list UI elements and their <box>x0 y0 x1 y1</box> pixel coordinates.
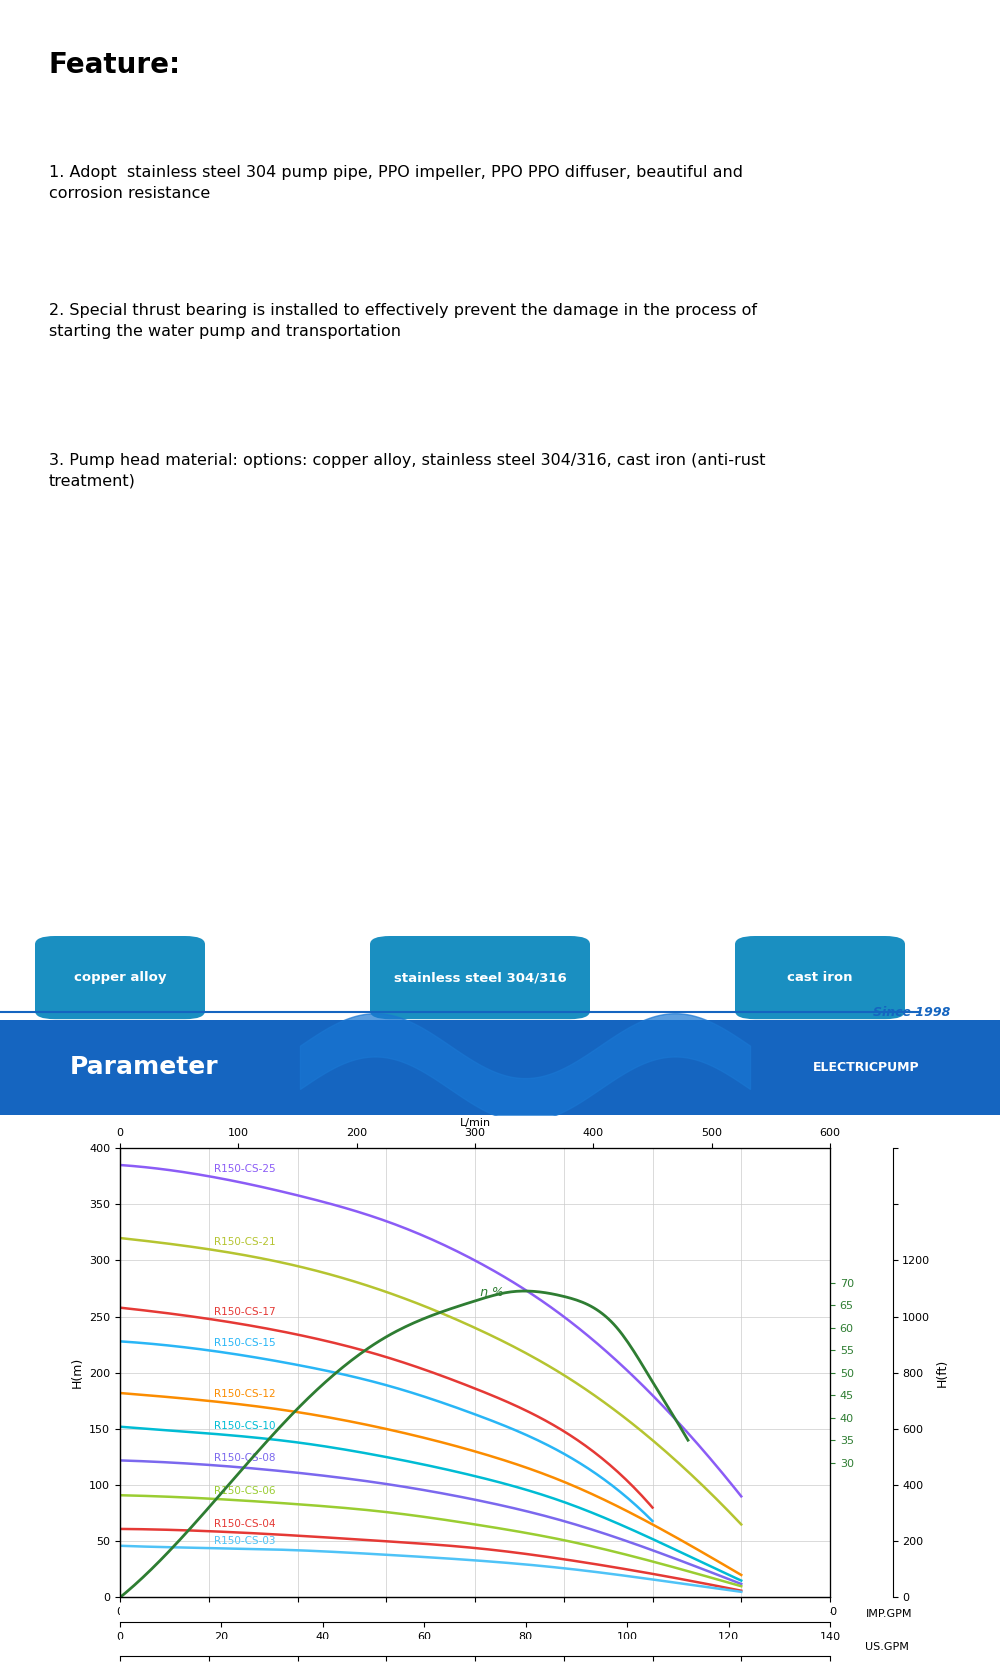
Text: R150-CS-04: R150-CS-04 <box>214 1519 276 1529</box>
Text: η %: η % <box>480 1286 504 1300</box>
Text: R150-CS-10: R150-CS-10 <box>214 1421 276 1431</box>
Text: cast iron: cast iron <box>787 972 853 983</box>
X-axis label: L/min: L/min <box>459 1118 491 1128</box>
Text: R150-CS-15: R150-CS-15 <box>214 1338 276 1348</box>
Text: Q(m³/h): Q(m³/h) <box>786 1644 830 1654</box>
FancyBboxPatch shape <box>35 935 205 1018</box>
Text: 1. Adopt  stainless steel 304 pump pipe, PPO impeller, PPO PPO diffuser, beautif: 1. Adopt stainless steel 304 pump pipe, … <box>49 165 743 201</box>
Text: copper alloy: copper alloy <box>74 972 166 983</box>
FancyBboxPatch shape <box>370 935 590 1018</box>
Text: US.GPM: US.GPM <box>866 1642 909 1652</box>
Text: stainless steel 304/316: stainless steel 304/316 <box>394 972 566 983</box>
Text: Since 1998: Since 1998 <box>873 1005 950 1018</box>
Text: 3. Pump head material: options: copper alloy, stainless steel 304/316, cast iron: 3. Pump head material: options: copper a… <box>49 453 765 489</box>
Text: R150-CS-06: R150-CS-06 <box>214 1486 276 1496</box>
Text: R150-CS-17: R150-CS-17 <box>214 1306 276 1316</box>
Text: 2. Special thrust bearing is installed to effectively prevent the damage in the : 2. Special thrust bearing is installed t… <box>49 303 757 339</box>
Text: R150-CS-08: R150-CS-08 <box>214 1453 276 1463</box>
Text: Feature:: Feature: <box>49 52 181 80</box>
Text: R150-CS-25: R150-CS-25 <box>214 1165 276 1175</box>
Text: R150-CS-12: R150-CS-12 <box>214 1389 276 1399</box>
Text: ELECTRICPUMP: ELECTRICPUMP <box>813 1060 920 1073</box>
Text: IMP.GPM: IMP.GPM <box>866 1609 912 1619</box>
FancyBboxPatch shape <box>735 935 905 1018</box>
FancyBboxPatch shape <box>0 1020 1000 1115</box>
Text: Parameter: Parameter <box>70 1055 219 1080</box>
Y-axis label: H(ft): H(ft) <box>936 1359 949 1386</box>
Y-axis label: H(m): H(m) <box>71 1358 84 1388</box>
Text: R150-CS-03: R150-CS-03 <box>214 1536 276 1546</box>
Text: R150-CS-21: R150-CS-21 <box>214 1236 276 1246</box>
